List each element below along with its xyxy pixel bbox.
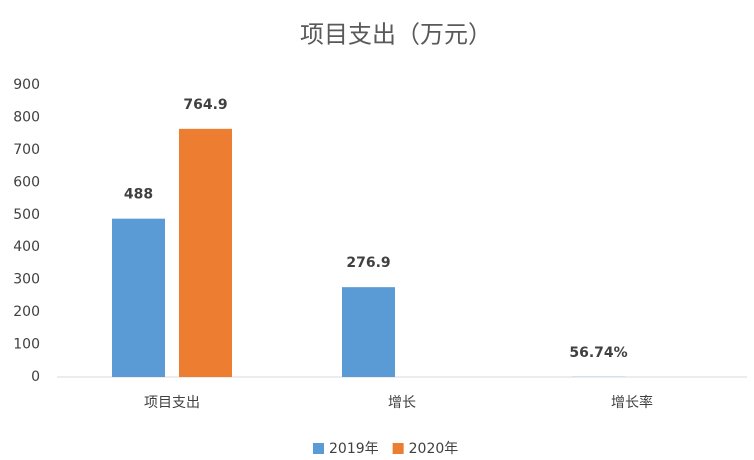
chart-title: 项目支出（万元）	[300, 21, 492, 49]
bar	[342, 287, 395, 377]
value-label: 764.9	[183, 97, 227, 113]
y-tick-label: 700	[13, 142, 40, 158]
value-label: 488	[124, 187, 153, 203]
y-tick-label: 300	[13, 272, 40, 288]
y-tick-label: 200	[13, 304, 40, 320]
legend-label: 2019年	[329, 441, 379, 457]
legend-swatch	[392, 443, 404, 454]
y-tick-label: 500	[13, 207, 40, 223]
bar	[112, 218, 165, 377]
value-label: 276.9	[346, 255, 390, 271]
bar	[179, 128, 232, 377]
legend-label: 2020年	[409, 441, 459, 457]
y-tick-label: 600	[13, 174, 40, 190]
x-tick-label: 增长	[388, 395, 416, 411]
y-tick-label: 800	[13, 109, 40, 125]
x-tick-label: 项目支出	[144, 395, 200, 411]
y-tick-label: 400	[13, 239, 40, 255]
legend-swatch	[313, 443, 324, 454]
value-label: 56.74%	[569, 345, 627, 361]
y-tick-label: 100	[13, 337, 40, 353]
y-tick-label: 900	[13, 77, 40, 93]
y-tick-label: 0	[31, 369, 40, 385]
x-tick-label: 增长率	[611, 394, 653, 411]
